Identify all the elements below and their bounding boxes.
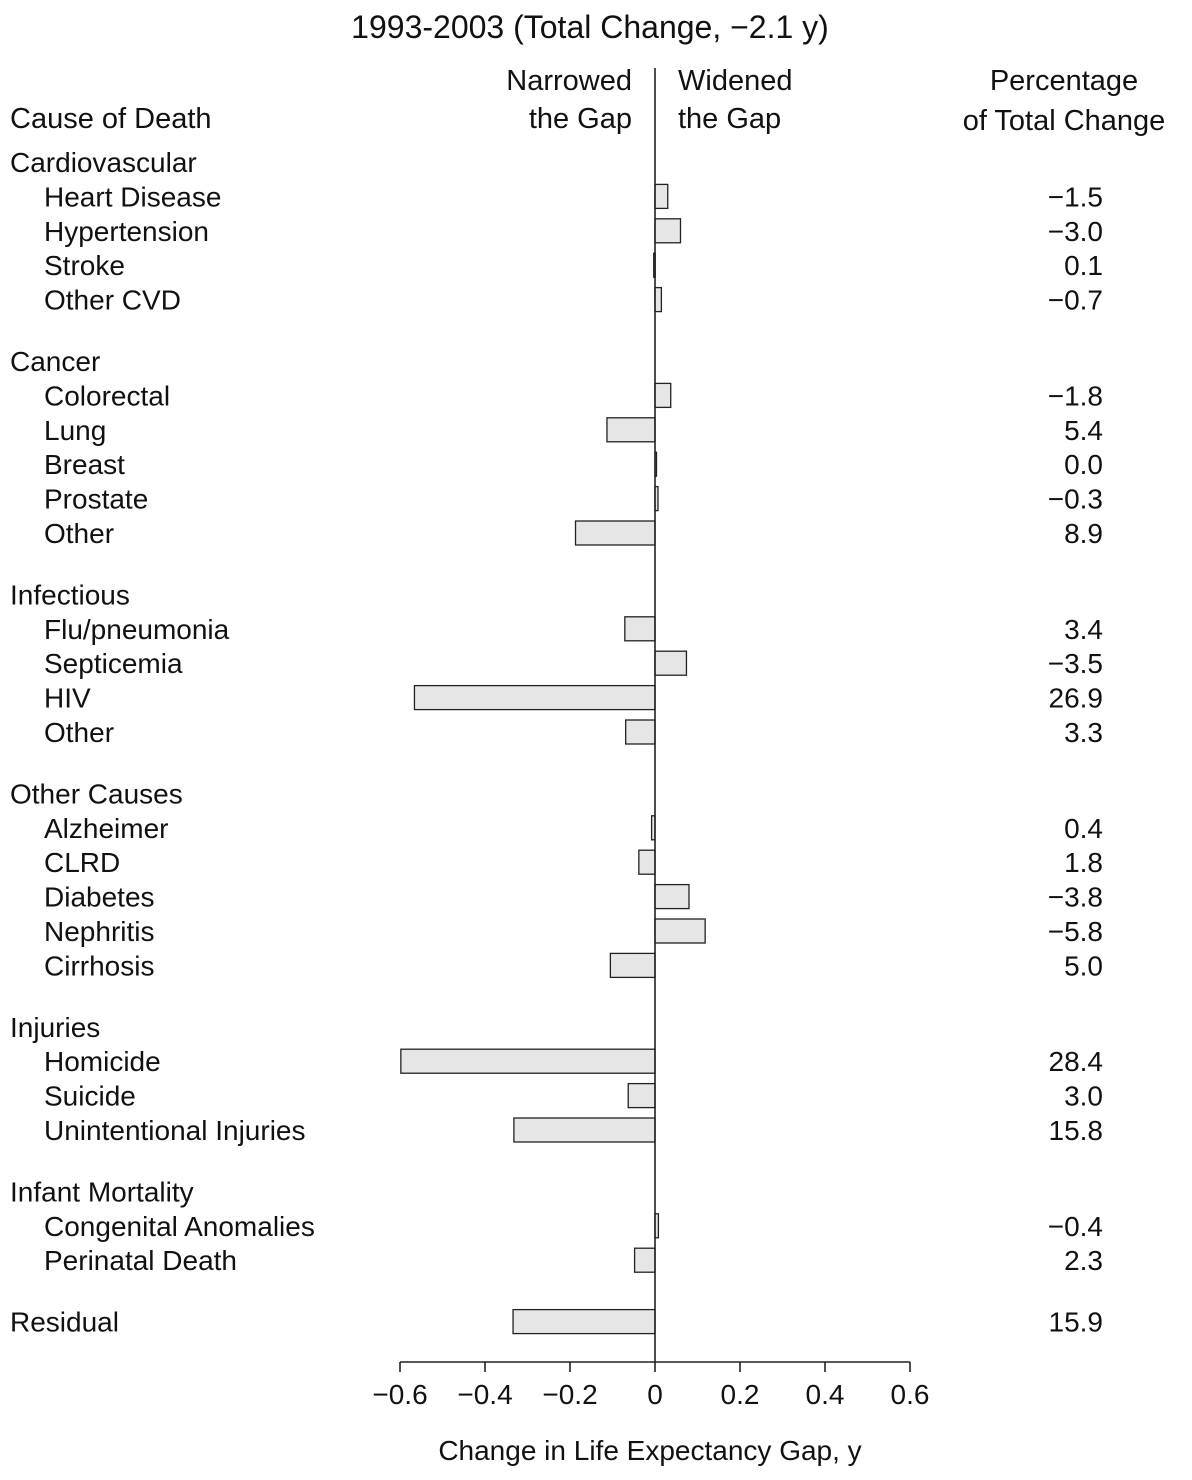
bar [606,417,656,443]
cause-label: Homicide [44,1046,161,1077]
bar [633,1247,656,1273]
percentage-value: −3.5 [1048,648,1103,679]
percentage-value: 15.8 [1049,1115,1104,1146]
x-tick-label: −0.6 [372,1379,427,1410]
bar [654,218,682,244]
cause-label: Perinatal Death [44,1245,237,1276]
bar [654,650,688,676]
percentage-value: −1.8 [1048,380,1103,411]
percentage-value: 0.0 [1064,449,1103,480]
percentage-value: 5.0 [1064,950,1103,981]
percentage-value: −0.3 [1048,484,1103,515]
group-label: Other Causes [10,778,183,809]
group-label: Cardiovascular [10,147,197,178]
cause-label: Septicemia [44,648,183,679]
x-tick-label: 0.4 [806,1379,845,1410]
percentage-value: 0.4 [1064,813,1103,844]
bar [574,520,656,546]
percentage-value: −3.8 [1048,882,1103,913]
percentage-value: −1.5 [1048,181,1103,212]
x-tick-label: −0.2 [542,1379,597,1410]
cause-label: Unintentional Injuries [44,1115,306,1146]
x-tick-label: 0.6 [891,1379,930,1410]
x-tick-label: 0 [647,1379,663,1410]
percentage-value: −3.0 [1048,216,1103,247]
x-tick-label: 0.2 [721,1379,760,1410]
x-axis-label: Change in Life Expectancy Gap, y [438,1435,861,1466]
bar [654,382,672,409]
cause-label: Prostate [44,484,148,515]
bar [413,684,656,711]
widened-header-line2: the Gap [678,103,781,135]
group-label: Cancer [10,346,100,377]
percentage-value: −0.4 [1048,1211,1103,1242]
cause-label: Other [44,717,114,748]
cause-label: Cirrhosis [44,950,154,981]
cause-label: Breast [44,449,125,480]
cause-label: Other CVD [44,285,181,316]
cause-label: Other [44,518,114,549]
bar [654,883,690,910]
cause-label: Suicide [44,1081,136,1112]
percentage-value: 3.4 [1064,614,1103,645]
cause-label: Colorectal [44,380,170,411]
widened-header-line1: Widened [678,65,792,97]
percentage-header-line1: Percentage [990,65,1138,97]
bar [513,1117,656,1143]
percentage-value: 0.1 [1064,250,1103,281]
bar [625,719,656,745]
cause-label: Lung [44,415,106,446]
cause-of-death-header: Cause of Death [10,103,212,135]
percentage-value: 26.9 [1049,683,1104,714]
cause-label: Alzheimer [44,813,168,844]
group-label: Infectious [10,579,130,610]
percentage-value: 2.3 [1064,1245,1103,1276]
bar [654,918,706,944]
cause-label: Flu/pneumonia [44,614,230,645]
cause-label: Diabetes [44,882,155,913]
percentage-value: 1.8 [1064,847,1103,878]
cause-label: CLRD [44,847,120,878]
bar [512,1308,656,1335]
percentage-value: 28.4 [1049,1046,1104,1077]
bar [654,183,669,210]
group-label: Residual [10,1307,119,1338]
percentage-value: 3.0 [1064,1081,1103,1112]
cause-label: Stroke [44,250,125,281]
cause-label: Heart Disease [44,181,221,212]
x-tick-label: −0.4 [457,1379,512,1410]
cause-label: Hypertension [44,216,209,247]
percentage-value: 3.3 [1064,717,1103,748]
narrowed-header-line1: Narrowed [506,65,632,97]
percentage-value: 5.4 [1064,415,1103,446]
cause-label: Congenital Anomalies [44,1211,315,1242]
narrowed-header-line2: the Gap [529,103,632,135]
percentage-value: −0.7 [1048,285,1103,316]
percentage-value: 8.9 [1064,518,1103,549]
bar [654,286,663,313]
group-label: Infant Mortality [10,1176,194,1207]
group-label: Injuries [10,1012,100,1043]
bar [400,1048,656,1074]
bar [627,1082,656,1109]
percentage-header-line2: of Total Change [963,105,1166,137]
x-axis: −0.6 −0.4 −0.2 0 0.2 0.4 0.6 [372,68,929,1410]
percentage-value: −5.8 [1048,916,1103,947]
percentage-value: 15.9 [1049,1307,1104,1338]
bar [638,849,656,875]
cause-label: Nephritis [44,916,154,947]
cause-label: HIV [44,683,91,714]
bar [609,952,656,979]
chart-title: 1993-2003 (Total Change, −2.1 y) [351,9,829,45]
bar [624,616,656,642]
